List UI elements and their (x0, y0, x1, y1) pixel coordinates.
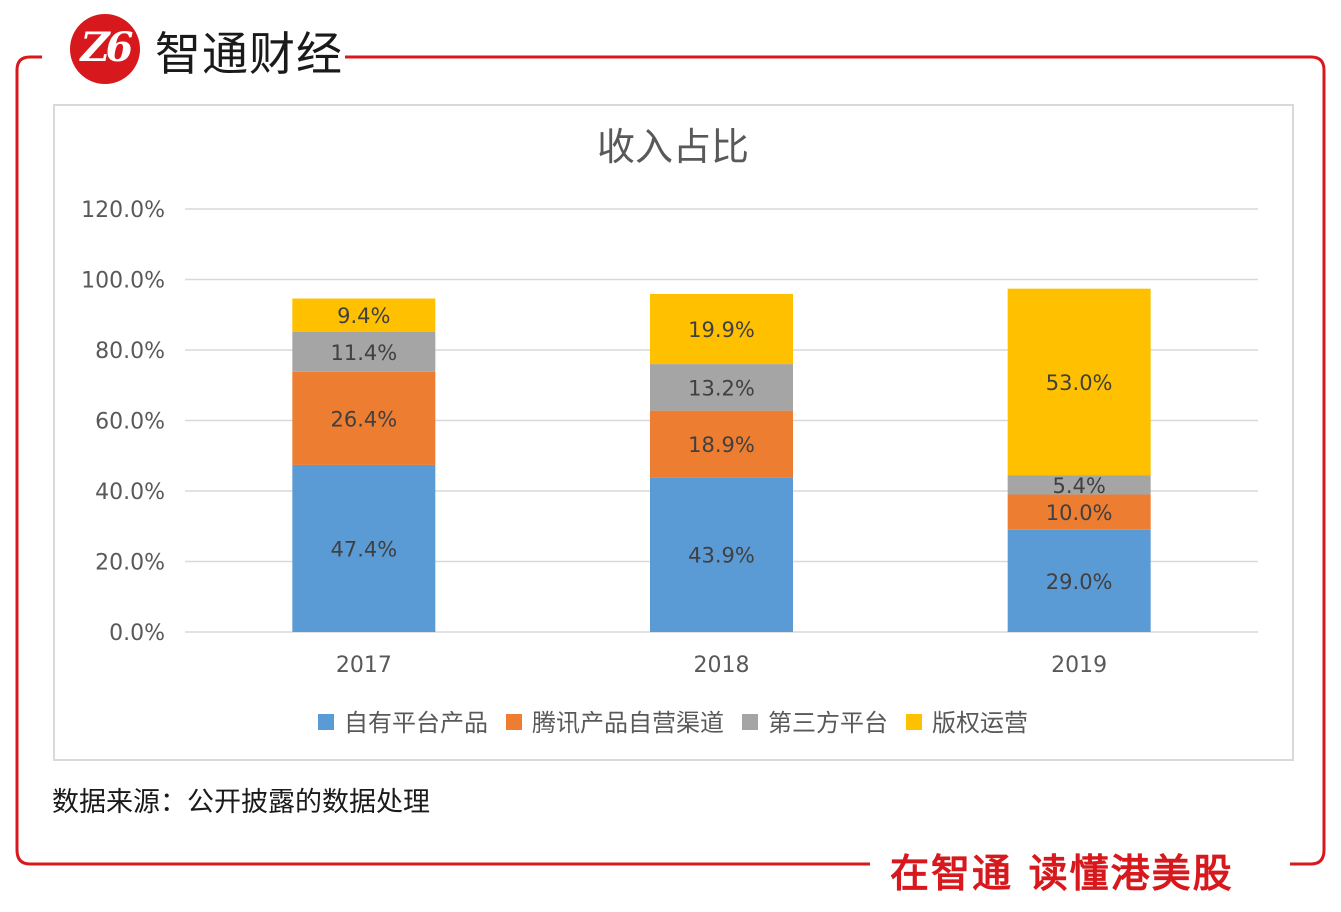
y-tick-label: 120.0% (81, 198, 165, 223)
legend-label: 腾讯产品自营渠道 (532, 709, 724, 737)
data-label: 26.4% (330, 407, 397, 431)
data-label: 5.4% (1052, 474, 1105, 498)
bar-2017-series-0 (292, 464, 436, 632)
legend-swatch-3 (906, 714, 922, 730)
data-label: 29.0% (1046, 570, 1113, 594)
bar-2018-series-3 (650, 293, 793, 365)
bar-2019-series-0 (1007, 529, 1151, 632)
y-tick-label: 40.0% (95, 480, 165, 505)
data-label: 18.9% (688, 433, 755, 457)
brand-name: 智通财经 (155, 27, 343, 81)
legend-label: 版权运营 (932, 709, 1028, 737)
data-label: 9.4% (337, 304, 390, 328)
frame-line-right (345, 55, 1326, 866)
bar-2019-series-2 (1007, 475, 1151, 495)
bar-2018-series-1 (650, 410, 793, 478)
data-label: 13.2% (688, 376, 755, 400)
data-label: 43.9% (688, 544, 755, 568)
bar-2017-series-3 (292, 298, 436, 332)
legend-label: 自有平台产品 (344, 709, 488, 737)
chart-title: 收入占比 (597, 125, 749, 169)
data-label: 53.0% (1046, 371, 1113, 395)
y-tick-label: 80.0% (95, 339, 165, 364)
brand-logo: Z6 (70, 14, 140, 84)
x-tick-label: 2019 (1051, 653, 1107, 678)
source-note: 数据来源：公开披露的数据处理 (52, 787, 430, 818)
data-label: 10.0% (1046, 501, 1113, 525)
legend-swatch-1 (506, 714, 522, 730)
y-tick-label: 0.0% (109, 621, 165, 646)
bar-2018-series-0 (650, 477, 793, 632)
revenue-share-chart: 收入占比 0.0% 20.0% 40.0% 60.0% 80.0% 100.0% 120.0%… (81, 125, 1258, 737)
data-label: 19.9% (688, 318, 755, 342)
legend-label: 第三方平台 (768, 709, 888, 737)
frame-line-left (15, 55, 870, 866)
bar-2017-series-1 (292, 371, 436, 465)
brand-slogan: 在智通 读懂港美股 (884, 843, 1240, 899)
y-tick-label: 20.0% (95, 551, 165, 576)
legend-swatch-2 (742, 714, 758, 730)
legend-swatch-0 (318, 714, 334, 730)
bar-2018-series-2 (650, 364, 793, 411)
data-label: 47.4% (330, 537, 397, 561)
bar-2019-series-1 (1007, 494, 1151, 530)
bar-2017-series-2 (292, 331, 436, 372)
y-tick-label: 60.0% (95, 410, 165, 435)
y-tick-label: 100.0% (81, 269, 165, 294)
brand-logo-mark: Z6 (80, 24, 133, 71)
data-label: 11.4% (330, 341, 397, 365)
x-tick-label: 2017 (336, 653, 392, 678)
x-tick-label: 2018 (694, 653, 750, 678)
bar-2019-series-3 (1007, 288, 1151, 476)
